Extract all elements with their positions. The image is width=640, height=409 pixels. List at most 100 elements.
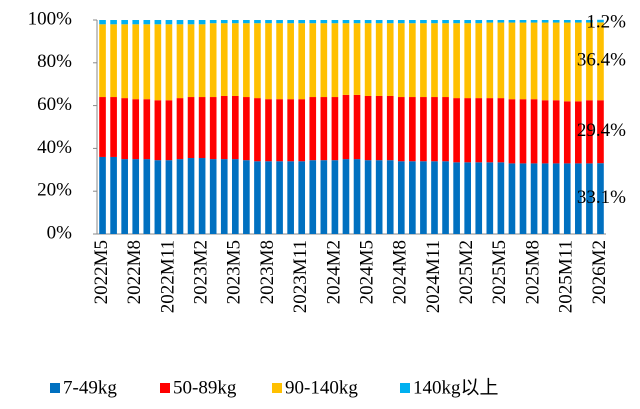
bar-segment [231,20,239,24]
x-tick-label: 2022M5 [91,240,112,304]
bar-segment [265,20,272,24]
bar-segment [409,97,416,162]
legend-label: 90-140kg [285,377,358,398]
bar-segment [420,20,427,24]
bar-segment [220,95,228,160]
bar-segment [453,23,460,99]
bar-segment [121,98,128,160]
x-tick-label: 2024M11 [423,240,444,313]
y-tick-label: 60% [37,94,72,115]
bar-segment [519,99,527,164]
bar-segment [320,20,328,24]
bar-segment [231,95,239,160]
bar-segment [442,161,449,234]
bar-segment [198,24,206,98]
bar-segment [475,98,483,163]
bar-segment [486,22,494,99]
bar-segment [342,94,350,160]
bar-segment [575,163,582,234]
bar-segment [420,97,427,162]
bar-segment [331,97,339,161]
x-tick-label: 2025M2 [456,240,477,304]
x-tick-label: 2023M8 [257,240,278,304]
bar-segment [453,98,460,163]
bar-segment [353,159,361,234]
bar-segment [99,20,106,25]
bar-segment [552,20,560,23]
bar-segment [254,161,261,234]
legend-swatch [272,383,282,393]
bar-segment [298,20,306,24]
bar-segment [121,24,128,99]
bar-segment [342,159,350,234]
bar-segment [132,159,140,234]
bar-segment [220,20,228,24]
bar-segment [586,100,593,164]
bar-segment [209,23,217,98]
bar-segment [386,20,394,24]
bar-segment [287,161,294,234]
bar-segment [121,159,128,234]
bar-segment [475,23,483,99]
bar-segment [154,160,162,234]
bar-segment [254,98,261,162]
bar-segment [187,20,195,25]
bar-segment [132,99,140,160]
bar-segment [99,24,106,98]
bar-segment [409,23,416,98]
bar-segment [597,163,604,234]
bar-segment [231,23,239,96]
legend-swatch [160,383,170,393]
bar-segment [265,23,272,100]
bar-segment [265,161,272,234]
bar-segment [287,99,294,162]
bar-segment [563,22,571,102]
bar-segment [276,99,283,162]
bar-segment [586,22,593,101]
bar-segment [508,22,516,100]
bar-segment [364,160,372,234]
bar-segment [586,20,593,23]
bar-segment [165,100,173,161]
bar-segment [287,20,294,24]
bar-segment [530,20,538,23]
bar-segment [309,20,317,24]
bar-segment [309,97,317,161]
bar-segment [298,23,306,100]
bar-segment [176,24,184,99]
bar-segment [287,23,294,100]
bar-segment [508,20,516,23]
bar-segment [209,159,217,234]
bar-segment [497,22,505,99]
bar-segment [519,20,527,23]
bar-segment [497,162,505,234]
x-tick-label: 2024M8 [390,240,411,304]
bar-segment [143,159,151,234]
bar-segment [198,20,206,25]
bar-segment [320,23,328,98]
bar-segment [530,22,538,100]
x-tick-label: 2023M11 [290,240,311,313]
y-tick-label: 40% [37,137,72,158]
bar-segment [386,95,394,161]
bar-segment [143,20,151,25]
x-tick-label: 2026M2 [589,240,610,304]
bar-segment [176,98,184,160]
legend-label: 7-49kg [63,377,117,398]
bar-segment [209,97,217,160]
legend-swatch [50,383,60,393]
legend-label: 140kg以上 [413,376,499,398]
bar-segment [575,20,582,23]
bar-segment [198,97,206,159]
bar-segment [552,100,560,164]
bar-segment [220,159,228,234]
bar-segment [231,159,239,234]
x-tick-label: 2024M2 [323,240,344,304]
bar-segment [132,20,140,25]
bar-segment [276,20,283,24]
bar-segment [198,158,206,234]
bar-segment [508,99,516,164]
bar-segment [375,160,383,234]
bar-segment [563,20,571,23]
bar-segment [254,23,261,99]
